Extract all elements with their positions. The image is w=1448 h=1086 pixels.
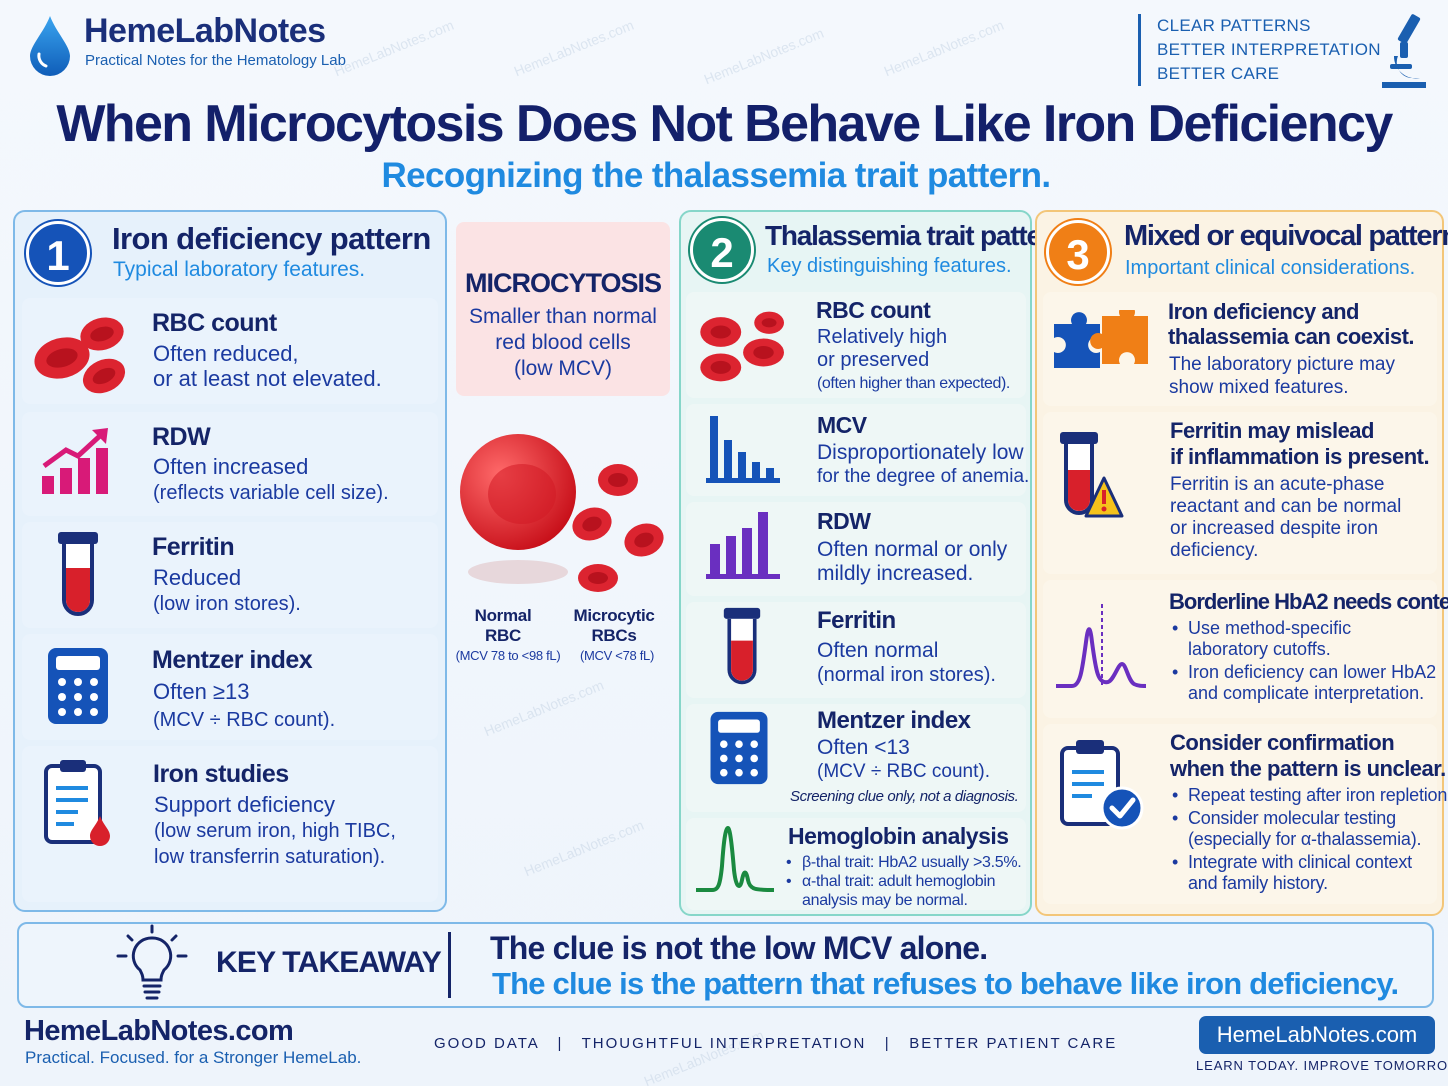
- test-tube-icon: [58, 532, 98, 616]
- feature-text: Relatively high or preserved (often higher…: [817, 326, 1010, 392]
- feature-heading: Mentzer index: [817, 707, 971, 734]
- watermark: HemeLabNotes.com: [881, 16, 1006, 80]
- test-tube-warning-icon: [1060, 432, 1124, 518]
- feature-text: Often reduced, or at least not elevated.: [153, 341, 382, 391]
- microcytosis-box: [456, 222, 670, 396]
- feature-heading: Iron studies: [153, 760, 289, 788]
- panel-subtitle: Important clinical considerations.: [1125, 257, 1416, 279]
- watermark: HemeLabNotes.com: [511, 16, 636, 80]
- confirmation-bullets: Repeat testing after iron repletion. Con…: [1170, 785, 1448, 894]
- test-tube-icon: [723, 607, 761, 685]
- key-takeaway-box: [17, 922, 1434, 1008]
- microscope-icon: [1382, 14, 1426, 88]
- tagline-line: BETTER CARE: [1157, 64, 1280, 83]
- feature-heading: RDW: [817, 508, 871, 534]
- descending-bar-chart-icon: [706, 416, 780, 483]
- key-takeaway-label: KEY TAKEAWAY: [216, 946, 442, 979]
- microcytic-rbcs-note: (MCV <78 fL): [579, 648, 655, 663]
- takeaway-line-2: The clue is the pattern that refuses to …: [492, 966, 1399, 1001]
- feature-text: Often normal (normal iron stores).: [817, 639, 996, 686]
- calculator-icon: [48, 648, 108, 724]
- tagline-line: CLEAR PATTERNS: [1157, 16, 1311, 35]
- feature-text: The laboratory picture may show mixed fea…: [1169, 354, 1395, 398]
- feature-heading: RBC count: [816, 297, 931, 323]
- panel-number: 1: [26, 221, 90, 285]
- watermark: HemeLabNotes.com: [481, 676, 606, 740]
- feature-text: Disproportionately low for the degree of …: [817, 441, 1030, 487]
- normal-rbc-label: Normal RBC: [474, 606, 532, 645]
- microcytosis-text: Smaller than normal red blood cells (low M…: [469, 305, 657, 380]
- panel-title: Iron deficiency pattern: [112, 221, 431, 256]
- watermark: HemeLabNotes.com: [701, 24, 826, 88]
- feature-heading: RBC count: [152, 309, 277, 337]
- normal-rbc-icon: [460, 434, 576, 584]
- watermark: HemeLabNotes.com: [331, 16, 456, 80]
- panel-number: 3: [1046, 220, 1110, 284]
- chromatogram-peak-icon: [1056, 604, 1147, 688]
- feature-text: Often normal or only mildly increased.: [817, 538, 1008, 585]
- page-title: When Microcytosis Does Not Behave Like I…: [56, 95, 1393, 153]
- panel-number: 2: [690, 218, 754, 282]
- microcytosis-title: MICROCYTOSIS: [464, 268, 662, 298]
- normal-rbc-note: (MCV 78 to <98 fL): [455, 648, 561, 663]
- page-subtitle: Recognizing the thalassemia trait patter…: [381, 156, 1051, 195]
- takeaway-divider: [448, 932, 451, 998]
- feature-heading: RDW: [152, 423, 211, 451]
- red-blood-cells-icon: [700, 311, 784, 382]
- tagline-line: BETTER INTERPRETATION: [1157, 40, 1381, 59]
- footer-values: GOOD DATA | THOUGHTFUL INTERPRETATION | …: [434, 1035, 1118, 1052]
- feature-heading: Ferritin: [817, 607, 896, 634]
- footer-tagline: Practical. Focused. for a Stronger HemeL…: [25, 1048, 362, 1067]
- feature-heading: Ferritin may mislead if inflammation is p…: [1170, 418, 1430, 469]
- feature-heading: Iron deficiency and thalassemia can coexi…: [1168, 299, 1415, 349]
- feature-heading: Hemoglobin analysis: [788, 823, 1009, 849]
- feature-text: Support deficiency (low serum iron, high …: [154, 792, 396, 868]
- lightbulb-icon: [116, 924, 188, 1000]
- tagline: CLEAR PATTERNS BETTER INTERPRETATION BET…: [1138, 14, 1381, 86]
- electrophoresis-peaks-icon: [696, 826, 775, 892]
- panel-title: Mixed or equivocal pattern: [1124, 220, 1448, 252]
- feature-heading: Mentzer index: [152, 646, 313, 674]
- panel-title: Thalassemia trait pattern: [765, 220, 1068, 251]
- screening-note: Screening clue only, not a diagnosis.: [790, 788, 1019, 805]
- panel-subtitle: Key distinguishing features.: [767, 255, 1012, 277]
- feature-heading: Consider confirmation when the pattern is…: [1170, 730, 1446, 781]
- feature-heading: MCV: [817, 412, 867, 438]
- feature-text: Often ≥13 (MCV ÷ RBC count).: [153, 679, 336, 731]
- brand-subtitle: Practical Notes for the Hematology Lab: [85, 52, 346, 69]
- feature-text: Ferritin is an acute-phase reactant and c…: [1170, 474, 1402, 561]
- bar-chart-icon: [706, 512, 780, 579]
- puzzle-pieces-icon: [1054, 310, 1148, 368]
- water-drop-logo-icon: [30, 16, 70, 76]
- footer-motto: LEARN TODAY. IMPROVE TOMORROW.: [1196, 1058, 1448, 1073]
- rising-bar-chart-icon: [42, 428, 108, 494]
- footer-brand[interactable]: HemeLabNotes.com: [24, 1015, 294, 1047]
- feature-card: [22, 412, 438, 516]
- feature-heading: Borderline HbA2 needs context.: [1169, 589, 1448, 614]
- website-button[interactable]: HemeLabNotes.com: [1199, 1016, 1435, 1054]
- hemoglobin-bullets: β-thal trait: HbA2 usually >3.5%. α-thal…: [784, 853, 1022, 910]
- feature-card: [686, 292, 1026, 398]
- panel-subtitle: Typical laboratory features.: [113, 258, 366, 281]
- microcytic-rbcs-label: Microcytic RBCs: [573, 606, 655, 645]
- clipboard-check-icon: [1060, 740, 1144, 830]
- feature-heading: Ferritin: [152, 533, 235, 561]
- feature-text: Often increased (reflects variable cell s…: [153, 454, 389, 504]
- microcytic-rbcs-icon: [572, 464, 664, 592]
- brand-name: HemeLabNotes: [84, 12, 326, 50]
- feature-text: Often <13 (MCV ÷ RBC count).: [817, 736, 991, 782]
- feature-text: Reduced (low iron stores).: [153, 565, 301, 615]
- watermark: HemeLabNotes.com: [521, 816, 646, 880]
- red-blood-cells-icon: [34, 317, 126, 394]
- takeaway-line-1: The clue is not the low MCV alone.: [490, 930, 988, 966]
- calculator-icon: [710, 711, 768, 785]
- clipboard-blood-drop-icon: [44, 760, 110, 846]
